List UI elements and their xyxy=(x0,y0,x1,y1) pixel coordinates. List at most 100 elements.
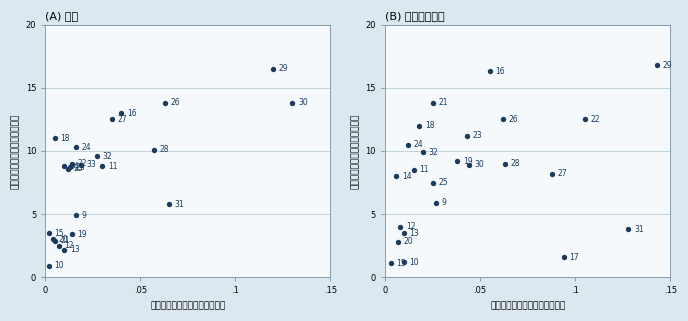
Text: 27: 27 xyxy=(118,115,127,124)
Text: 21: 21 xyxy=(438,99,448,108)
Point xyxy=(43,263,54,268)
Point xyxy=(160,100,171,106)
Text: 26: 26 xyxy=(508,115,518,124)
Point xyxy=(70,213,81,218)
Point xyxy=(452,159,463,164)
Point xyxy=(398,260,409,265)
Point xyxy=(148,147,159,152)
Point xyxy=(427,180,438,185)
Y-axis label: 生産減少額（２カ月間，兆円）: 生産減少額（２カ月間，兆円） xyxy=(351,113,360,189)
Text: 14: 14 xyxy=(402,172,411,181)
Point xyxy=(106,117,117,122)
Point xyxy=(413,123,424,128)
Point xyxy=(393,239,404,245)
Point xyxy=(43,230,54,236)
Point xyxy=(408,167,419,172)
Point xyxy=(418,150,429,155)
Point xyxy=(63,166,74,171)
Point xyxy=(462,133,473,138)
Text: 16: 16 xyxy=(495,67,505,76)
Text: 25: 25 xyxy=(74,164,83,173)
Text: 23: 23 xyxy=(76,163,85,172)
Text: 10: 10 xyxy=(409,258,419,267)
Point xyxy=(463,162,474,168)
Text: 10: 10 xyxy=(54,261,64,270)
Point xyxy=(547,171,558,176)
Text: 33: 33 xyxy=(87,160,96,169)
Point xyxy=(116,110,127,116)
Point xyxy=(97,164,108,169)
Text: 30: 30 xyxy=(298,99,308,108)
Point xyxy=(427,100,438,106)
Text: 23: 23 xyxy=(473,131,482,140)
Point xyxy=(402,142,413,147)
Point xyxy=(76,162,87,168)
Text: 24: 24 xyxy=(413,140,423,149)
Text: 11: 11 xyxy=(108,162,118,171)
Text: 34: 34 xyxy=(69,162,80,171)
Text: 32: 32 xyxy=(102,152,111,160)
Point xyxy=(163,202,174,207)
Text: 31: 31 xyxy=(174,200,184,209)
Text: 29: 29 xyxy=(663,61,672,70)
Point xyxy=(66,232,77,237)
Point xyxy=(65,165,76,170)
Point xyxy=(623,227,634,232)
Point xyxy=(50,238,61,243)
Text: 26: 26 xyxy=(171,99,180,108)
Text: 31: 31 xyxy=(634,225,644,234)
Text: 18: 18 xyxy=(61,134,69,143)
Text: 11: 11 xyxy=(419,165,429,174)
Point xyxy=(268,66,279,72)
Point xyxy=(53,243,64,248)
Point xyxy=(70,145,81,150)
Point xyxy=(50,136,61,141)
Point xyxy=(58,247,69,252)
Text: 13: 13 xyxy=(409,229,419,238)
Text: 22: 22 xyxy=(77,159,87,168)
Point xyxy=(287,100,298,106)
Point xyxy=(398,230,409,236)
Point xyxy=(484,69,495,74)
Point xyxy=(47,237,58,242)
Point xyxy=(395,224,406,229)
Point xyxy=(91,153,102,159)
Text: (A) 中国: (A) 中国 xyxy=(45,11,78,21)
Y-axis label: 生産減少額（２カ月間，兆円）: 生産減少額（２カ月間，兆円） xyxy=(11,113,20,189)
Text: 32: 32 xyxy=(429,148,438,157)
Text: 12: 12 xyxy=(406,222,416,231)
Text: 19: 19 xyxy=(77,230,87,239)
X-axis label: 輸入途絶額（２カ月間，兆円）: 輸入途絶額（２カ月間，兆円） xyxy=(150,301,226,310)
Text: 28: 28 xyxy=(159,145,169,154)
Point xyxy=(58,164,69,169)
Text: 12: 12 xyxy=(64,241,74,250)
Text: 28: 28 xyxy=(510,159,520,168)
Point xyxy=(579,117,590,122)
Point xyxy=(558,255,569,260)
Text: 9: 9 xyxy=(442,198,447,207)
Point xyxy=(385,261,396,266)
Text: 24: 24 xyxy=(81,143,91,152)
X-axis label: 輸入途絶額（２カ月間，兆円）: 輸入途絶額（２カ月間，兆円） xyxy=(490,301,566,310)
Text: 29: 29 xyxy=(279,65,288,74)
Text: 30: 30 xyxy=(474,160,484,169)
Text: 21: 21 xyxy=(61,236,69,245)
Text: 22: 22 xyxy=(590,115,600,124)
Text: (B) その他アジア: (B) その他アジア xyxy=(385,11,444,21)
Text: 13: 13 xyxy=(69,245,79,254)
Point xyxy=(497,117,508,122)
Text: 20: 20 xyxy=(58,235,68,244)
Point xyxy=(431,200,442,205)
Text: 25: 25 xyxy=(438,178,448,187)
Text: 16: 16 xyxy=(127,108,136,117)
Point xyxy=(66,161,77,166)
Point xyxy=(652,63,663,68)
Text: 19: 19 xyxy=(463,157,473,166)
Text: 15: 15 xyxy=(54,229,64,238)
Point xyxy=(391,174,402,179)
Text: 15: 15 xyxy=(396,259,406,268)
Text: 18: 18 xyxy=(424,121,434,130)
Text: 9: 9 xyxy=(81,211,86,220)
Text: 20: 20 xyxy=(404,238,413,247)
Point xyxy=(499,161,510,166)
